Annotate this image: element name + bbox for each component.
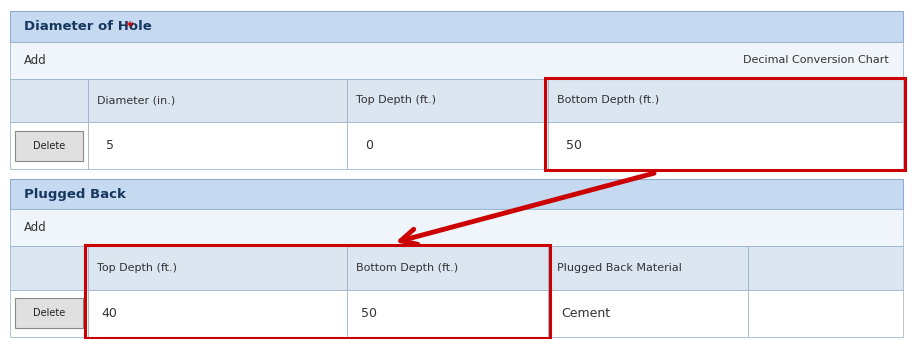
Bar bbox=[347, 122, 548, 169]
Bar bbox=[10, 12, 903, 42]
Text: *: * bbox=[121, 20, 133, 33]
Bar bbox=[10, 246, 88, 290]
Text: Decimal Conversion Chart: Decimal Conversion Chart bbox=[743, 55, 889, 65]
Bar bbox=[85, 245, 551, 338]
Bar bbox=[548, 290, 748, 337]
Bar bbox=[10, 210, 903, 246]
Bar bbox=[347, 246, 548, 290]
Bar bbox=[548, 79, 903, 122]
Bar bbox=[347, 290, 548, 337]
Text: Top Depth (ft.): Top Depth (ft.) bbox=[356, 95, 436, 105]
Bar bbox=[10, 179, 903, 210]
Text: Diameter of Hole: Diameter of Hole bbox=[24, 20, 152, 33]
Bar bbox=[10, 122, 88, 169]
Bar bbox=[748, 290, 903, 337]
Bar bbox=[10, 290, 88, 337]
Text: Top Depth (ft.): Top Depth (ft.) bbox=[97, 263, 177, 273]
Text: Plugged Back: Plugged Back bbox=[24, 188, 126, 201]
Text: Bottom Depth (ft.): Bottom Depth (ft.) bbox=[356, 263, 458, 273]
Bar bbox=[548, 122, 903, 169]
Text: 0: 0 bbox=[365, 139, 373, 152]
Bar bbox=[88, 290, 347, 337]
Bar bbox=[10, 42, 903, 79]
Text: Bottom Depth (ft.): Bottom Depth (ft.) bbox=[557, 95, 659, 105]
Text: Add: Add bbox=[24, 54, 47, 66]
Bar bbox=[748, 246, 903, 290]
Text: Delete: Delete bbox=[33, 141, 66, 151]
Text: 50: 50 bbox=[566, 139, 582, 152]
Bar bbox=[15, 131, 83, 161]
Text: Plugged Back Material: Plugged Back Material bbox=[557, 263, 681, 273]
Bar bbox=[88, 79, 347, 122]
Bar bbox=[88, 246, 347, 290]
Bar bbox=[15, 298, 83, 328]
Text: 40: 40 bbox=[101, 307, 118, 320]
Text: Add: Add bbox=[24, 221, 47, 234]
Bar bbox=[10, 79, 88, 122]
Text: Delete: Delete bbox=[33, 308, 66, 318]
Bar bbox=[347, 79, 548, 122]
Text: Diameter (in.): Diameter (in.) bbox=[97, 95, 175, 105]
Text: 5: 5 bbox=[106, 139, 114, 152]
Bar bbox=[548, 246, 748, 290]
Text: Cement: Cement bbox=[561, 307, 610, 320]
Bar bbox=[88, 122, 347, 169]
Bar bbox=[545, 78, 906, 170]
Text: 50: 50 bbox=[361, 307, 377, 320]
